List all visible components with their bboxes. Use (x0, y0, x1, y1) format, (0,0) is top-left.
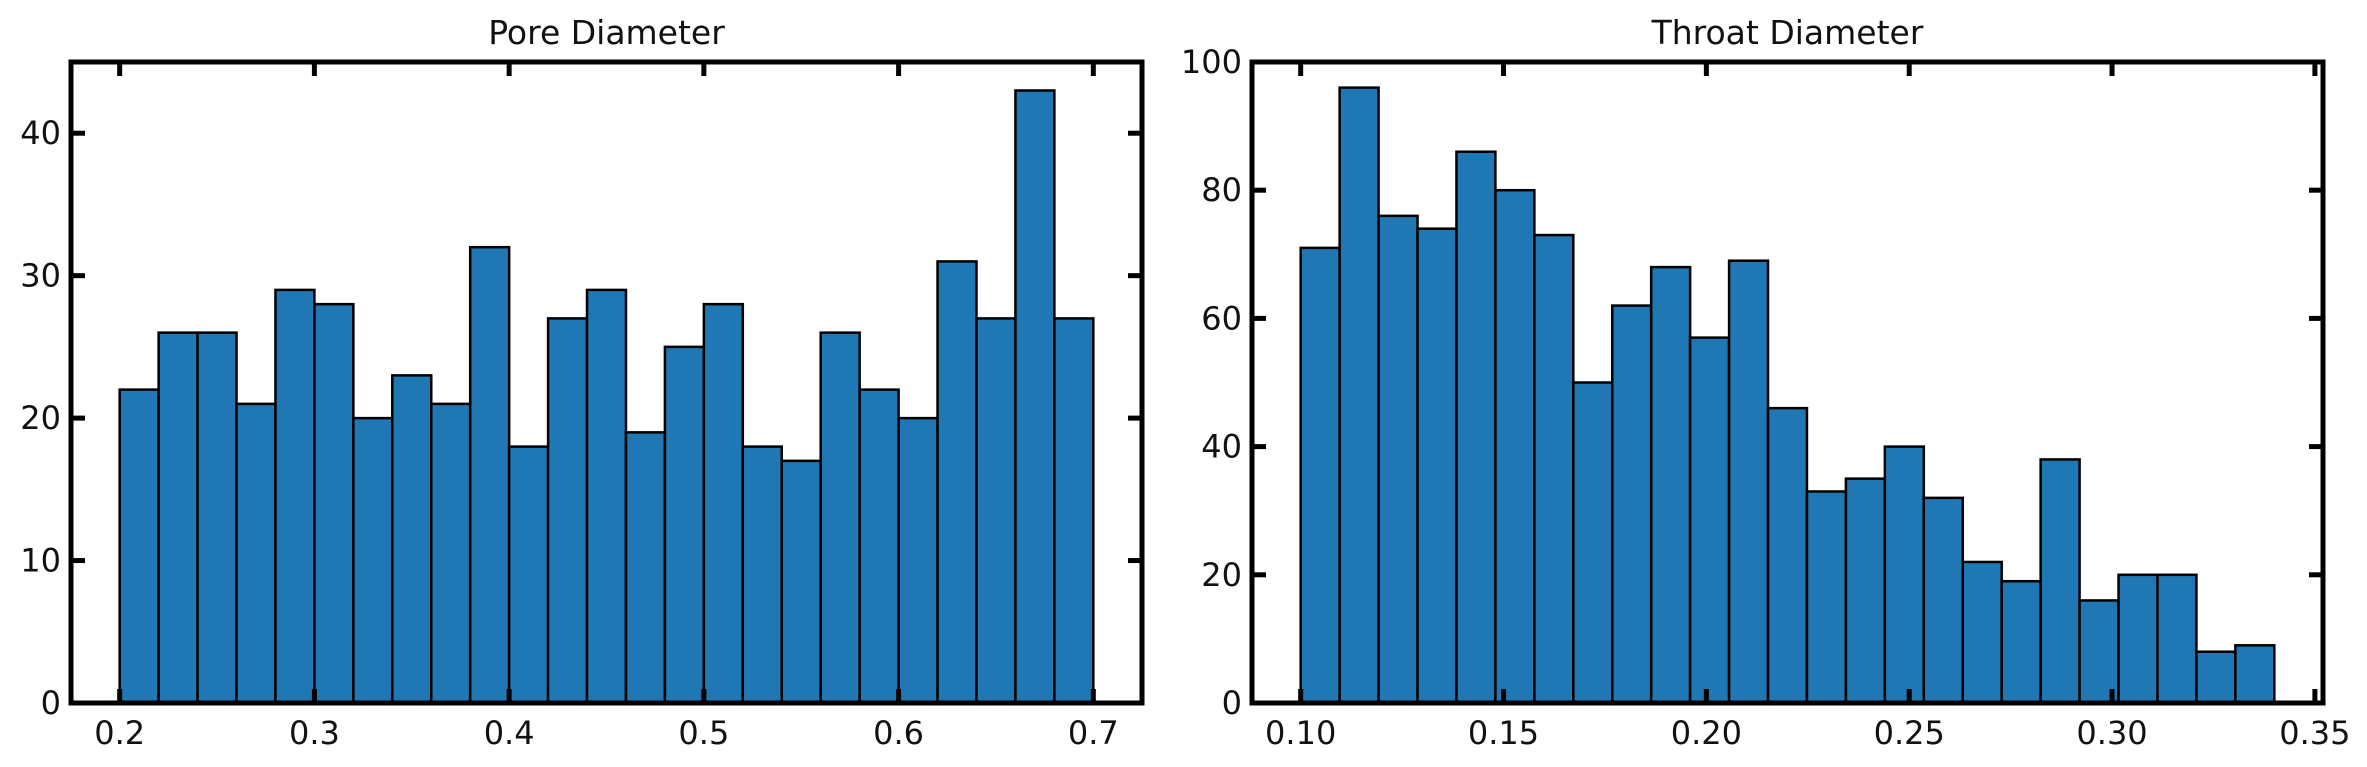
throat-bar-10 (1688, 336, 1731, 705)
throat-bar-18 (2000, 579, 2042, 705)
pore-bar-3 (235, 402, 277, 705)
pore-bar-17 (780, 459, 822, 705)
throat-ytick-label-5: 100 (1181, 43, 1242, 81)
pore-bar-13 (624, 431, 667, 705)
throat-bar-22 (2156, 573, 2198, 705)
throat-bar-5 (1494, 188, 1536, 705)
pore-bar-18 (819, 331, 861, 705)
pore-bar-1 (157, 331, 199, 705)
pore-xtick-label-5: 0.7 (1068, 714, 1119, 752)
throat-xtick-label-5: 0.35 (2279, 714, 2350, 752)
throat-bar-16 (1922, 496, 1965, 705)
throat-diameter-panel: Throat Diameter 0.10 0.15 0.20 0.25 0.30 0.35… (1181, 13, 2351, 752)
pore-bar-9 (468, 245, 511, 705)
throat-ytick-label-0: 0 (1222, 684, 1242, 722)
throat-bar-15 (1883, 445, 1926, 705)
throat-bar-17 (1961, 560, 2003, 705)
pore-bar-24 (1053, 317, 1095, 705)
throat-bar-1 (1338, 86, 1380, 705)
pore-xtick-label-3: 0.5 (678, 714, 729, 752)
throat-xtick-label-0: 0.10 (1265, 714, 1336, 752)
pore-ytick-label-1: 10 (20, 542, 61, 580)
throat-ytick-label-4: 80 (1201, 171, 1242, 209)
throat-bar-21 (2117, 573, 2159, 705)
pore-axes-frame (68, 59, 1145, 706)
pore-ytick-label-2: 20 (20, 399, 61, 437)
pore-bar-19 (858, 388, 900, 705)
throat-axes-frame (1249, 59, 2326, 706)
throat-bar-20 (2078, 599, 2120, 705)
pore-bar-14 (663, 345, 706, 705)
throat-bar-0 (1299, 246, 1341, 705)
throat-ytick-label-3: 60 (1201, 299, 1242, 337)
pore-bar-8 (429, 402, 472, 705)
throat-bar-11 (1727, 259, 1770, 705)
pore-ytick-label-3: 30 (20, 257, 61, 295)
throat-bar-23 (2195, 650, 2237, 705)
throat-bar-7 (1572, 381, 1614, 705)
pore-bar-12 (585, 288, 628, 705)
pore-bar-0 (118, 388, 160, 705)
throat-bar-9 (1649, 265, 1692, 705)
pore-xtick-label-2: 0.4 (484, 714, 535, 752)
throat-bar-24 (2234, 644, 2276, 705)
throat-bar-3 (1416, 227, 1458, 705)
pore-bar-20 (897, 416, 939, 705)
throat-xtick-label-1: 0.15 (1468, 714, 1539, 752)
pore-bar-5 (313, 302, 355, 705)
throat-diameter-title: Throat Diameter (1651, 13, 1924, 52)
pore-ytick-label-0: 0 (41, 684, 61, 722)
throat-bar-4 (1455, 150, 1497, 705)
pore-bar-21 (936, 260, 978, 705)
pore-bar-10 (507, 445, 550, 705)
pore-ytick-label-4: 40 (20, 114, 61, 152)
throat-bar-13 (1805, 490, 1848, 705)
pore-bar-16 (741, 445, 784, 705)
throat-ytick-label-1: 20 (1201, 556, 1242, 594)
throat-bar-6 (1533, 233, 1575, 705)
throat-bar-2 (1377, 214, 1419, 705)
throat-bar-19 (2039, 458, 2081, 705)
pore-diameter-title: Pore Diameter (488, 13, 725, 52)
pore-bar-15 (702, 302, 745, 705)
pore-bar-22 (975, 317, 1017, 705)
throat-bar-12 (1766, 406, 1809, 705)
throat-bar-8 (1610, 304, 1653, 705)
throat-bar-14 (1844, 477, 1887, 705)
throat-xtick-label-4: 0.30 (2076, 714, 2147, 752)
throat-xtick-label-2: 0.20 (1671, 714, 1742, 752)
pore-bar-6 (352, 416, 394, 705)
pore-bar-4 (274, 288, 316, 705)
throat-xtick-label-3: 0.25 (1874, 714, 1945, 752)
pore-bar-2 (196, 331, 238, 705)
pore-xtick-label-0: 0.2 (94, 714, 145, 752)
pore-bar-23 (1014, 89, 1056, 705)
throat-ytick-label-2: 40 (1201, 428, 1242, 466)
pore-diameter-panel: Pore Diameter 0.2 0.3 0.4 0.5 0.6 0.7 0 10 20 30 4… (20, 13, 1145, 752)
pore-xtick-label-4: 0.6 (873, 714, 924, 752)
pore-bar-11 (546, 317, 589, 705)
pore-xtick-label-1: 0.3 (289, 714, 340, 752)
pore-bar-7 (391, 374, 433, 705)
